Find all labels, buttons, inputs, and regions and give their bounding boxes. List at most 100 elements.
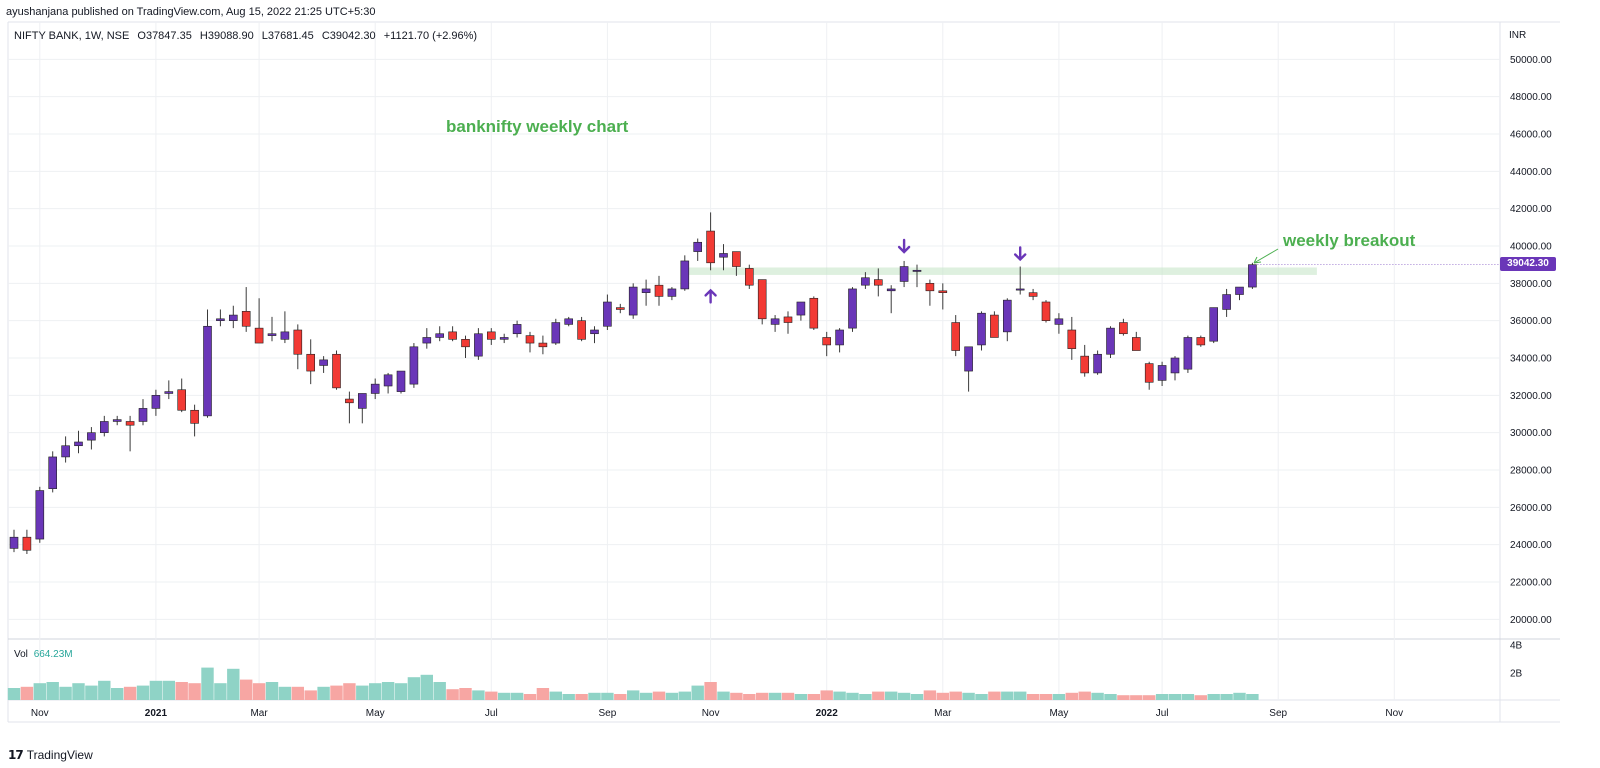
volume-bar — [1065, 692, 1078, 700]
candle-body — [641, 288, 651, 293]
volume-bar — [833, 691, 846, 700]
candle — [345, 391, 354, 424]
candle — [693, 238, 703, 261]
candle-body — [306, 353, 316, 372]
candle — [499, 333, 509, 344]
volume-legend[interactable]: Vol 664.23M — [14, 649, 73, 660]
candle-body — [1041, 301, 1051, 321]
candle-body — [925, 283, 935, 292]
volume-bar — [536, 688, 550, 700]
candle — [719, 244, 728, 271]
volume-bar — [730, 692, 743, 700]
y-tick-label: 48000.00 — [1510, 92, 1552, 103]
candle — [938, 283, 948, 310]
candle — [796, 301, 806, 321]
candle-body — [383, 374, 393, 387]
candle-body — [112, 419, 122, 422]
candle-body — [499, 337, 509, 340]
candle-body — [254, 327, 264, 344]
candle — [603, 294, 612, 330]
candle — [1093, 350, 1102, 375]
candle-body — [267, 333, 277, 336]
volume-bar — [162, 680, 175, 700]
volume-bar — [1220, 694, 1233, 700]
volume-bar — [949, 691, 962, 700]
candle — [1015, 266, 1025, 295]
candle — [319, 356, 328, 373]
volume-bar — [523, 694, 537, 700]
volume-bar — [252, 683, 266, 700]
symbol-legend[interactable]: NIFTY BANK, 1W, NSE O37847.35 H39088.90 … — [14, 30, 477, 42]
y-tick-label: 42000.00 — [1510, 204, 1552, 215]
resistance-zone — [684, 267, 1317, 275]
volume-bar — [46, 682, 59, 700]
volume-bar — [407, 677, 421, 700]
volume-bar — [768, 692, 782, 700]
candle-body — [1015, 288, 1025, 291]
candle — [396, 370, 406, 394]
grid-lines — [7, 21, 1560, 723]
candle — [564, 316, 574, 327]
volume-bar — [1155, 694, 1169, 700]
volume-bar — [743, 694, 756, 700]
volume-bar — [794, 694, 808, 700]
candle-body — [628, 286, 638, 316]
candle-body — [22, 536, 32, 551]
candle-body — [1002, 299, 1012, 333]
candle — [538, 335, 548, 355]
y-tick-label: 28000.00 — [1510, 466, 1552, 477]
volume-bar — [7, 688, 21, 700]
candle — [112, 415, 122, 426]
candle — [873, 268, 883, 297]
volume-bar — [1207, 694, 1220, 700]
volume-bar — [820, 690, 833, 700]
candle-body — [164, 391, 174, 394]
candle-body — [74, 441, 83, 447]
candle — [9, 529, 19, 553]
candle-body — [964, 346, 973, 372]
x-tick-label: 2022 — [816, 708, 839, 719]
candle-body — [732, 251, 741, 267]
candle-body — [1119, 322, 1128, 335]
candle-body — [1196, 337, 1206, 346]
volume-bar — [601, 692, 614, 700]
volume-bar — [72, 683, 85, 700]
candle — [1196, 335, 1206, 347]
candle-body — [48, 456, 58, 489]
chart-canvas[interactable]: 20000.00 22000.00 24000.00 26000.00 28000.00… — [0, 0, 1600, 740]
volume-bar — [278, 686, 292, 700]
volume-bar — [1091, 692, 1104, 700]
candle — [48, 451, 58, 493]
volume-tick-label: 2B — [1510, 669, 1523, 680]
candle — [435, 326, 445, 342]
candle-body — [396, 370, 406, 392]
candle-body — [1183, 337, 1193, 370]
candle — [667, 287, 677, 301]
volume-legend-value: 664.23M — [33, 649, 73, 660]
footer-brand[interactable]: 𝟭𝟳 TradingView — [8, 748, 93, 762]
footer-brand-text: TradingView — [26, 748, 93, 762]
volume-bar — [678, 691, 691, 700]
candle-body — [332, 353, 341, 389]
candle-body — [435, 333, 445, 338]
volume-bar — [394, 683, 408, 700]
candle — [809, 296, 819, 330]
candle-body — [138, 408, 148, 422]
candle — [525, 331, 535, 353]
candle-body — [319, 359, 328, 366]
x-tick-label: Jul — [1156, 708, 1169, 719]
candle-body — [796, 301, 806, 316]
y-tick-label: 40000.00 — [1510, 242, 1552, 253]
candle-body — [229, 314, 238, 321]
volume-bar — [356, 685, 369, 700]
volume-bar — [562, 694, 575, 700]
candle — [512, 320, 522, 338]
candle — [861, 272, 870, 289]
volume-bar — [317, 686, 330, 700]
candle-body — [822, 337, 832, 346]
volume-bar — [588, 692, 601, 700]
candle-body — [835, 329, 844, 346]
volume-bar — [691, 685, 704, 700]
candle-body — [370, 383, 380, 394]
candle-body — [280, 331, 290, 340]
